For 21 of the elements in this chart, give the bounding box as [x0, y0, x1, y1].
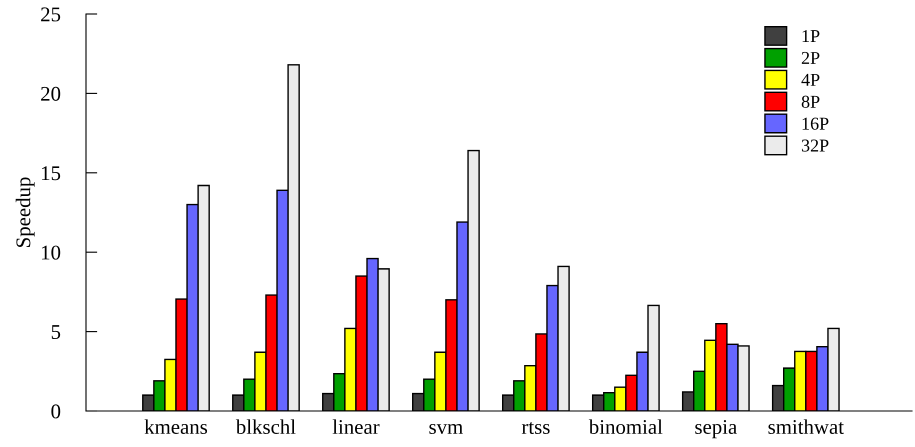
y-tick-label: 5	[52, 325, 60, 340]
x-tick-label: sepia	[695, 420, 737, 438]
legend-label: 2P	[802, 52, 820, 64]
legend-label: 8P	[802, 96, 820, 108]
legend-label: 4P	[801, 74, 820, 86]
y-tick-label: 20	[41, 86, 60, 101]
legend-label: 1P	[802, 30, 820, 42]
y-tick-label: 15	[42, 166, 60, 180]
x-tick-label: linear	[332, 419, 380, 434]
x-tick-label: smithwat	[768, 419, 844, 434]
legend-label: 16P	[802, 118, 828, 130]
x-tick-label: rtss	[522, 422, 550, 434]
legend-label: 32P	[802, 140, 828, 152]
x-tick-label: svm	[429, 424, 463, 434]
y-axis-title: Speedup	[16, 177, 35, 247]
x-tick-label: binomial	[588, 419, 662, 434]
x-tick-label: blkschl	[236, 419, 296, 434]
x-tick-label: kmeans	[144, 419, 208, 434]
y-tick-label: 25	[41, 7, 60, 22]
y-tick-label: 0	[51, 404, 60, 418]
y-tick-label: 10	[42, 246, 60, 260]
